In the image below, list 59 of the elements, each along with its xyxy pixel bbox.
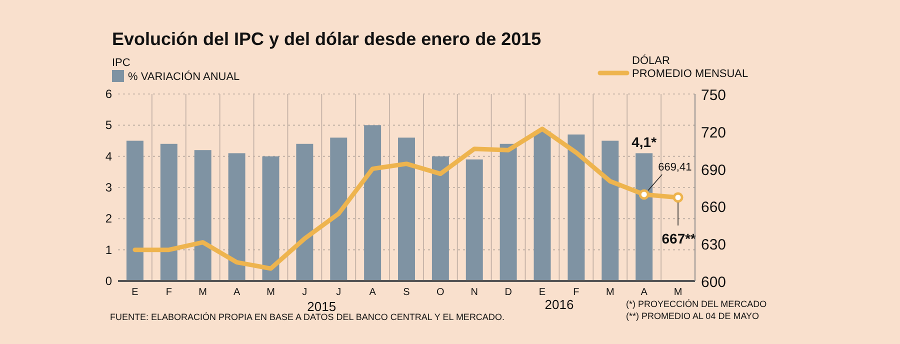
bar xyxy=(228,153,246,281)
y-tick-label: 3 xyxy=(105,180,112,194)
y-tick-label: 1 xyxy=(105,242,112,257)
x-tick-label: F xyxy=(573,287,580,298)
data-label: 669,41 xyxy=(658,161,692,174)
bar xyxy=(330,138,348,281)
bar xyxy=(262,156,280,281)
bar xyxy=(126,140,144,281)
y2-tick-label: 720 xyxy=(701,124,726,142)
bar xyxy=(466,159,483,281)
y2-tick-label: 630 xyxy=(701,236,726,254)
y-tick-label: 5 xyxy=(105,118,112,132)
x-tick-label: N xyxy=(470,287,478,298)
chart-title: Evolución del IPC y del dólar desde enero de 2015 xyxy=(112,29,542,49)
y-tick-label: 2 xyxy=(105,212,112,226)
y2-tick-label: 600 xyxy=(701,274,726,291)
data-label: 667** xyxy=(662,230,697,246)
y-tick-label: 4 xyxy=(105,149,112,164)
x-tick-label: S xyxy=(403,287,410,298)
bar xyxy=(364,125,382,281)
text: (**) PROMEDIO AL 04 DE MAYO xyxy=(626,311,760,321)
bar xyxy=(160,144,178,281)
x-tick-label: A xyxy=(369,287,376,298)
x-tick-label: F xyxy=(166,287,172,298)
bar xyxy=(500,144,517,281)
y-tick-label: 0 xyxy=(105,274,112,288)
x-tick-label: E xyxy=(132,287,139,298)
bar xyxy=(534,131,551,281)
legend-label: % VARIACIÓN ANUAL xyxy=(128,70,240,83)
x-tick-label: J xyxy=(336,287,342,298)
bar xyxy=(568,134,585,281)
y2-tick-label: 660 xyxy=(701,199,726,216)
text: 2016 xyxy=(544,297,574,312)
source-note: FUENTE: ELABORACIÓN PROPIA EN BASE A DATOS DEL BANCO CENTRAL Y EL MERCADO. xyxy=(110,312,504,322)
bar xyxy=(398,138,415,281)
text: IPC xyxy=(112,57,130,69)
text: DÓLAR xyxy=(632,54,670,67)
y-tick-label: 6 xyxy=(105,87,112,101)
data-label: 4,1* xyxy=(632,134,658,150)
x-tick-label: D xyxy=(504,287,512,298)
bar xyxy=(636,153,653,281)
x-tick-label: O xyxy=(436,287,445,298)
bar xyxy=(602,140,619,281)
text: (*) PROYECCIÓN DEL MERCADO xyxy=(626,299,767,309)
x-tick-label: M xyxy=(266,287,275,298)
x-tick-label: M xyxy=(198,287,208,298)
text: 2015 xyxy=(307,299,336,314)
y2-tick-label: 750 xyxy=(701,87,726,104)
x-tick-label: J xyxy=(302,287,308,298)
legend-label: PROMEDIO MENSUAL xyxy=(632,68,748,80)
y2-tick-label: 690 xyxy=(701,162,726,179)
x-tick-label: M xyxy=(606,287,614,298)
x-tick-label: A xyxy=(640,287,648,298)
bar xyxy=(432,156,449,281)
x-tick-label: A xyxy=(233,287,240,298)
x-tick-label: E xyxy=(538,287,546,298)
bar xyxy=(194,150,212,281)
x-tick-label: M xyxy=(674,287,682,298)
bar xyxy=(296,144,314,281)
